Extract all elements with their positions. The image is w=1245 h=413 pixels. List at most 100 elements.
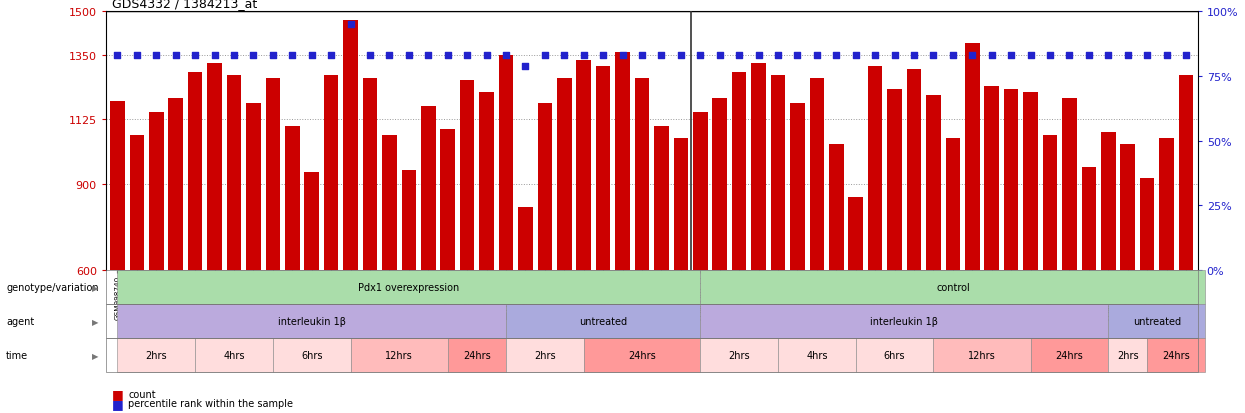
Bar [1023, 93, 1038, 271]
Text: ▶: ▶ [92, 283, 98, 292]
Bar [791, 104, 804, 271]
Point [962, 53, 982, 59]
Text: 2hrs: 2hrs [146, 350, 167, 360]
Point [147, 53, 167, 59]
Bar [849, 197, 863, 271]
Text: 24hrs: 24hrs [463, 350, 491, 360]
Point [651, 53, 671, 59]
Point [613, 53, 632, 59]
Point [301, 53, 321, 59]
Bar [382, 136, 397, 271]
Point [827, 53, 847, 59]
Point [107, 53, 127, 59]
Text: 24hrs: 24hrs [629, 350, 656, 360]
Text: ■: ■ [112, 396, 123, 410]
Bar [906, 70, 921, 271]
Bar [344, 21, 357, 271]
Bar [615, 52, 630, 271]
Bar [1003, 90, 1018, 271]
Text: genotype/variation: genotype/variation [6, 282, 98, 292]
Bar [596, 67, 610, 271]
Point [885, 53, 905, 59]
Text: ■: ■ [112, 387, 123, 400]
Text: ▶: ▶ [92, 351, 98, 360]
Bar [362, 78, 377, 271]
Point [321, 53, 341, 59]
Point [691, 53, 711, 59]
Bar [635, 78, 650, 271]
Text: count: count [128, 389, 156, 399]
Bar [208, 64, 222, 271]
Point [438, 53, 458, 59]
Point [748, 53, 768, 59]
Point [477, 53, 497, 59]
Bar [1159, 139, 1174, 271]
Bar [518, 207, 533, 271]
Bar [1120, 144, 1135, 271]
Text: GDS4332 / 1384213_at: GDS4332 / 1384213_at [112, 0, 258, 10]
Bar [557, 78, 571, 271]
Bar [1043, 136, 1057, 271]
Bar [1082, 167, 1096, 271]
Bar [926, 95, 941, 271]
Bar [654, 127, 669, 271]
Bar [111, 101, 124, 271]
Bar [771, 76, 786, 271]
Bar [459, 81, 474, 271]
Bar [324, 76, 339, 271]
Text: interleukin 1β: interleukin 1β [278, 316, 346, 326]
Point [865, 53, 885, 59]
Point [845, 53, 865, 59]
Point [730, 53, 749, 59]
Bar [1179, 76, 1193, 271]
Bar [888, 90, 901, 271]
Bar [538, 104, 553, 271]
Bar [576, 61, 591, 271]
Bar [265, 78, 280, 271]
Point [204, 53, 224, 59]
Text: 12hrs: 12hrs [385, 350, 413, 360]
Bar [965, 44, 980, 271]
Point [224, 53, 244, 59]
Point [1079, 53, 1099, 59]
Bar [829, 144, 844, 271]
Point [904, 53, 924, 59]
Text: 2hrs: 2hrs [1117, 350, 1139, 360]
Bar [402, 170, 416, 271]
Bar [1140, 179, 1154, 271]
Point [360, 53, 380, 59]
Text: 24hrs: 24hrs [1056, 350, 1083, 360]
Point [1021, 53, 1041, 59]
Text: 4hrs: 4hrs [223, 350, 245, 360]
Bar [751, 64, 766, 271]
Point [496, 53, 515, 59]
Text: untreated: untreated [579, 316, 627, 326]
Point [244, 53, 264, 59]
Text: percentile rank within the sample: percentile rank within the sample [128, 398, 294, 408]
Bar [712, 98, 727, 271]
Point [1040, 53, 1059, 59]
Point [186, 53, 205, 59]
Point [710, 53, 730, 59]
Point [1059, 53, 1079, 59]
Bar [732, 73, 747, 271]
Point [1137, 53, 1157, 59]
Text: control: control [936, 282, 970, 292]
Point [593, 53, 613, 59]
Bar [421, 107, 436, 271]
Text: 12hrs: 12hrs [969, 350, 996, 360]
Bar [188, 73, 203, 271]
Point [671, 53, 691, 59]
Point [807, 53, 827, 59]
Point [1098, 53, 1118, 59]
Bar [168, 98, 183, 271]
Bar [868, 67, 883, 271]
Point [982, 53, 1002, 59]
Point [127, 53, 147, 59]
Point [418, 53, 438, 59]
Text: Pdx1 overexpression: Pdx1 overexpression [359, 282, 459, 292]
Bar [499, 55, 513, 271]
Point [1157, 53, 1177, 59]
Bar [985, 87, 998, 271]
Text: untreated: untreated [1133, 316, 1182, 326]
